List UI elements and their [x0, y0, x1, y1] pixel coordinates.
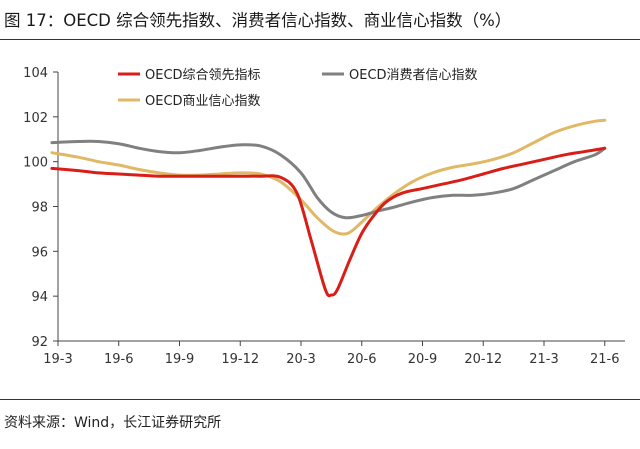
y-tick-label: 102	[23, 111, 48, 126]
title-divider	[0, 39, 640, 40]
chart-title: 图 17：OECD 综合领先指数、消费者信心指数、商业信心指数（%）	[4, 11, 512, 30]
y-tick-label: 104	[23, 66, 48, 81]
legend-label-0: OECD综合领先指标	[145, 68, 261, 83]
x-tick-label: 19-9	[165, 352, 195, 367]
series-line-1	[50, 139, 607, 220]
line-chart: 92 94 96 98 100 102 104 19-3 19-6 19-9 19-12 20-3 20…	[23, 66, 625, 367]
x-tick-label: 19-12	[221, 352, 259, 367]
y-tick-label: 100	[23, 156, 48, 171]
y-tick-label: 94	[31, 290, 48, 305]
y-tick-label: 96	[31, 245, 48, 260]
chart-series	[50, 118, 607, 298]
x-tick-label: 21-6	[590, 352, 620, 367]
x-tick-label: 20-6	[347, 352, 377, 367]
chart-legend: OECD综合领先指标 OECD消费者信心指数 OECD商业信心指数	[118, 68, 478, 109]
source-divider	[0, 399, 640, 400]
series-line-0	[50, 146, 607, 298]
y-tick-label: 98	[31, 201, 48, 216]
x-tick-label: 20-12	[464, 352, 502, 367]
series-line-2	[50, 118, 607, 236]
x-tick-label: 19-6	[104, 352, 134, 367]
y-tick-label: 92	[31, 335, 48, 350]
x-tick-label: 21-3	[529, 352, 559, 367]
x-tick-label: 20-3	[286, 352, 316, 367]
x-tick-label: 20-9	[408, 352, 438, 367]
chart-axes: 92 94 96 98 100 102 104 19-3 19-6 19-9 19-12 20-3 20…	[23, 66, 625, 367]
x-tick-label: 19-3	[43, 352, 73, 367]
legend-label-2: OECD商业信心指数	[145, 94, 261, 109]
source-note: 资料来源：Wind，长江证券研究所	[4, 415, 222, 431]
legend-label-1: OECD消费者信心指数	[349, 68, 478, 83]
